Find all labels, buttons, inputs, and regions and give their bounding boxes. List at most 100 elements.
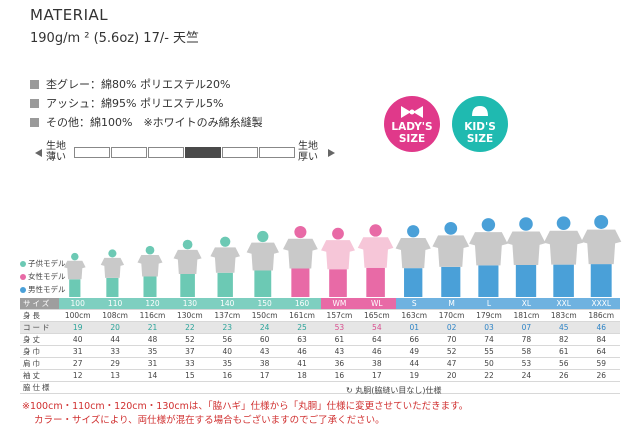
model-head: [294, 226, 307, 239]
table-cell: 186cm: [582, 309, 620, 322]
model-head: [594, 215, 609, 229]
model-legs: [217, 272, 233, 297]
table-cell: S: [395, 298, 433, 310]
table-cell: 60: [245, 333, 284, 346]
model-shirt: [173, 249, 202, 274]
row-header: 身丈: [20, 333, 59, 346]
model-legs: [180, 273, 195, 297]
legend-women: 女性モデル: [20, 271, 66, 282]
table-cell: 43: [320, 345, 359, 358]
model-legs: [143, 276, 157, 297]
table-cell: 26: [582, 369, 620, 382]
model-legs: [329, 269, 347, 297]
table-cell: XXXL: [582, 298, 620, 310]
table-cell: 84: [582, 333, 620, 346]
table-cell: 59: [582, 357, 620, 370]
model-head: [220, 236, 231, 247]
table-cell: 163cm: [395, 309, 433, 322]
table-cell: 161cm: [283, 309, 321, 322]
table-cell: 44: [395, 357, 433, 370]
model-shirt: [210, 247, 240, 273]
model-figure-m: [432, 222, 470, 297]
table-cell: 33: [171, 357, 209, 370]
table-cell: 17: [358, 369, 396, 382]
table-cell: 179cm: [470, 309, 508, 322]
women-person-icon: [20, 273, 26, 280]
thin-label: 生地薄い: [46, 141, 66, 163]
table-cell: 157cm: [320, 309, 359, 322]
model-head: [519, 217, 533, 231]
model-legs: [106, 277, 119, 297]
model-head: [257, 230, 269, 243]
table-cell: 130cm: [171, 309, 209, 322]
table-cell: 02: [432, 321, 471, 334]
model-figure-110: [100, 249, 125, 297]
model-head: [145, 245, 155, 255]
thickness-step: [111, 147, 147, 158]
table-cell: 82: [545, 333, 583, 346]
fabric-spec: 190g/m ² (5.6oz) 17/- 天竺: [30, 31, 200, 46]
table-cell: 44: [96, 333, 134, 346]
table-cell: [245, 381, 284, 394]
table-cell: 108cm: [96, 309, 134, 322]
table-cell: 35: [208, 357, 246, 370]
bullet-square-icon: [30, 117, 39, 127]
table-cell: 61: [320, 333, 359, 346]
table-row: サイズ 100 110 120 130 140 150 160 WM WL S M L XL XXL XXXL: [20, 298, 620, 310]
model-legs: [515, 264, 537, 297]
table-cell: 100cm: [59, 309, 97, 322]
model-legs: [404, 268, 423, 297]
thickness-step: [222, 147, 258, 158]
table-cell: 183cm: [545, 309, 583, 322]
table-cell: 43: [245, 345, 284, 358]
legend-kids: 子供モデル: [20, 258, 66, 269]
table-cell: 22: [171, 321, 209, 334]
table-cell: WM: [320, 298, 359, 310]
table-cell: 27: [59, 357, 97, 370]
maru-note-text: 丸胴(脇縫い目なし)仕様: [355, 386, 442, 395]
table-cell: 24: [245, 321, 284, 334]
model-head: [444, 222, 458, 235]
model-shirt: [246, 242, 279, 271]
table-cell: 52: [171, 333, 209, 346]
material-row-ash: アッシュ：綿95% ポリエステル5%: [30, 95, 223, 111]
table-cell: 07: [507, 321, 546, 334]
table-cell: 56: [545, 357, 583, 370]
material-row-other: その他：綿100% ※ホワイトのみ綿糸縫製: [30, 114, 263, 130]
table-cell: 19: [59, 321, 97, 334]
table-cell: XL: [507, 298, 546, 310]
row-header: サイズ: [20, 298, 59, 310]
model-figure-100: [64, 252, 86, 297]
model-figure-wl: [357, 224, 394, 297]
table-cell: 170cm: [432, 309, 471, 322]
arrow-right-icon: [328, 149, 335, 157]
thickness-step: [148, 147, 184, 158]
table-row: 袖丈 12 13 14 15 16 17 18 16 17 19 20 22 24 26 26: [20, 369, 620, 382]
model-head: [108, 249, 117, 258]
table-cell: 49: [395, 345, 433, 358]
table-cell: 21: [133, 321, 172, 334]
table-cell: 46: [582, 321, 620, 334]
table-cell: 40: [208, 345, 246, 358]
table-cell: 56: [208, 333, 246, 346]
legend-label: 子供モデル: [28, 259, 66, 268]
material-text: その他：綿100% ※ホワイトのみ綿糸縫製: [46, 116, 263, 129]
table-cell: 22: [470, 369, 508, 382]
model-figure-130: [173, 239, 202, 297]
table-cell: 78: [507, 333, 546, 346]
model-legs: [291, 268, 310, 297]
model-head: [556, 216, 571, 231]
model-silhouettes: [64, 215, 622, 297]
table-cell: 37: [171, 345, 209, 358]
table-cell: 31: [133, 357, 172, 370]
table-cell: 64: [358, 333, 396, 346]
table-cell: 24: [507, 369, 546, 382]
table-cell: 130: [171, 298, 209, 310]
table-row: 脇仕様: [20, 381, 620, 394]
row-header: 身巾: [20, 345, 59, 358]
model-shirt: [283, 238, 318, 269]
row-header: 脇仕様: [20, 381, 59, 394]
table-cell: 38: [358, 357, 396, 370]
table-cell: 58: [507, 345, 546, 358]
table-cell: 29: [96, 357, 134, 370]
